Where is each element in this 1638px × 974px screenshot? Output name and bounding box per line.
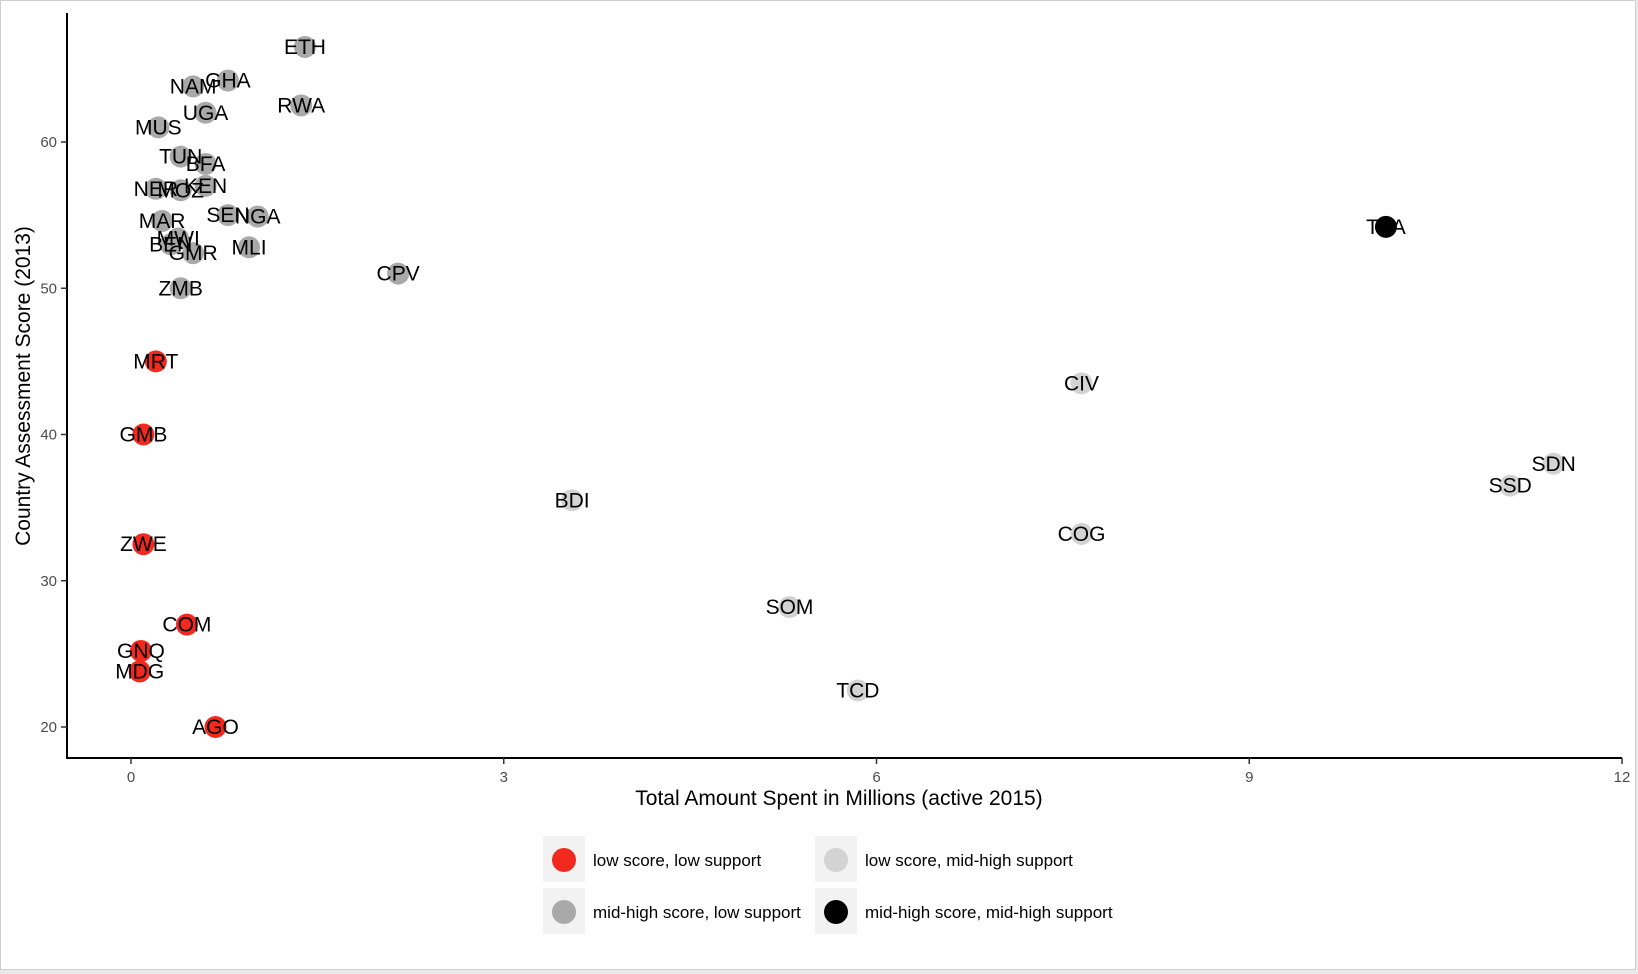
point-label-rwa: RWA [277,94,325,117]
point-som [778,596,801,619]
point-mrt [144,350,167,373]
x-tick-label: 6 [872,769,880,786]
legend-item-label: low score, mid-high support [865,851,1073,870]
point-label-mdg: MDG [115,660,164,683]
legend: low score, low support low score, mid-hig… [543,836,1113,934]
point-ner [144,177,167,200]
point-mus [147,116,170,139]
point-mdg [128,660,151,683]
point-zwe [132,533,155,556]
y-tick-label: 20 [40,719,57,736]
point-label-mli: MLI [232,236,267,259]
y-tick-label: 30 [40,573,57,590]
point-mar [151,209,174,232]
legend-key-swatch [824,900,848,924]
point-label-gnq: GNQ [117,640,165,663]
legend-item-label: mid-high score, mid-high support [865,903,1113,922]
point-gmb [132,423,155,446]
point-label-bdi: BDI [555,489,590,512]
point-label-zmb: ZMB [159,277,203,300]
point-gnq [129,639,152,662]
y-tick-label: 50 [40,280,57,297]
legend-key-swatch [552,848,576,872]
point-rwa [290,94,313,117]
point-ben [159,233,182,256]
point-bfa [194,152,217,175]
point-label-eth: ETH [284,36,326,59]
point-bdi [561,489,584,512]
point-label-mus: MUS [135,116,182,139]
point-sen [216,204,239,227]
point-label-civ: CIV [1064,372,1099,395]
point-gha [216,69,239,92]
x-tick-label: 0 [127,769,135,786]
point-label-moz: MOZ [157,179,204,202]
point-label-sdn: SDN [1531,453,1575,476]
point-label-com: COM [162,614,211,637]
point-uga [194,101,217,124]
point-moz [169,179,192,202]
point-com [175,613,198,636]
point-nga [246,205,269,228]
point-label-som: SOM [766,596,814,619]
point-label-nam: NAM [170,75,217,98]
point-label-gmb: GMB [120,424,168,447]
point-label-bfa: BFA [186,153,226,176]
point-label-ssd: SSD [1489,475,1532,498]
point-label-ken: KEN [184,175,227,198]
axes: 0 3 6 9 12 20 30 40 50 60 [40,13,1630,786]
point-label-nga: NGA [235,206,281,229]
point-label-uga: UGA [183,102,229,125]
point-label-tcd: TCD [836,679,879,702]
point-ssd [1499,474,1522,497]
point-label-ago: AGO [192,716,239,739]
y-tick-label: 60 [40,134,57,151]
point-sdn [1542,452,1565,475]
point-label-cog: COG [1058,523,1106,546]
point-label-gmr: GMR [169,242,218,265]
legend-key-swatch [824,848,848,872]
point-label-mwi: MWI [157,228,200,251]
point-cog [1070,522,1093,545]
x-tick-label: 3 [500,769,508,786]
point-label-tza: TZA [1366,216,1406,239]
point-tcd [846,679,869,702]
point-tza [1374,215,1397,238]
legend-item-label: mid-high score, low support [593,903,801,922]
point-nam [182,75,205,98]
point-gmr [182,242,205,265]
point-civ [1070,372,1093,395]
x-tick-label: 12 [1614,769,1631,786]
point-mli [238,236,261,259]
point-label-zwe: ZWE [120,533,167,556]
point-label-tun: TUN [159,146,202,169]
point-tun [169,145,192,168]
legend-key-swatch [552,900,576,924]
y-axis-title: Country Assessment Score (2013) [12,226,35,546]
point-label-gha: GHA [205,70,251,93]
x-axis-title: Total Amount Spent in Millions (active 2… [635,787,1042,810]
point-ago [204,716,227,738]
point-cpv [387,262,410,285]
point-eth [293,35,316,58]
point-label-mrt: MRT [133,350,178,373]
point-label-sen: SEN [206,204,249,227]
point-label-ben: BEN [149,233,192,256]
point-label-cpv: CPV [377,263,420,286]
point-ken [194,174,217,197]
point-label-mar: MAR [139,210,186,233]
y-tick-label: 40 [40,427,57,444]
x-tick-label: 9 [1245,769,1253,786]
point-zmb [169,277,192,300]
legend-item-label: low score, low support [593,851,761,870]
point-label-ner: NER [134,178,178,201]
